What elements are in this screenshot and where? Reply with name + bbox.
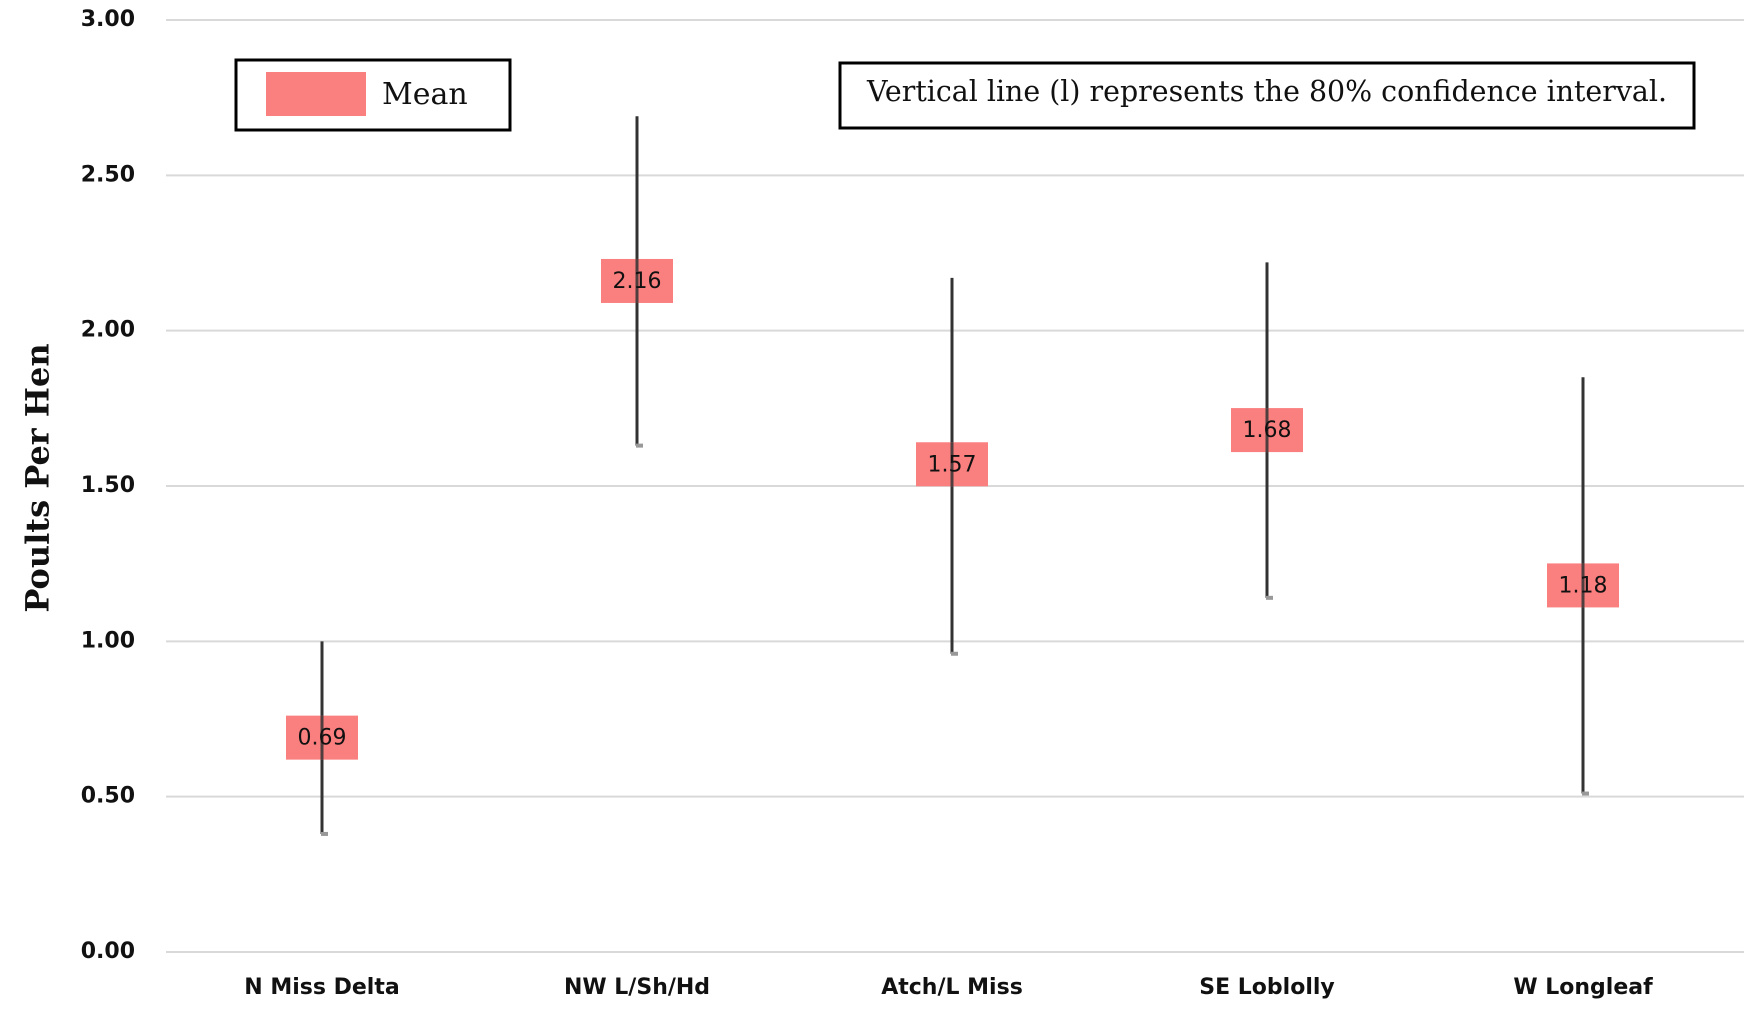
x-category-label: NW L/Sh/Hd xyxy=(564,975,710,1000)
gridlines xyxy=(166,19,1744,953)
data-label: 2.16 xyxy=(613,269,662,294)
annotation: Vertical line (l) represents the 80% con… xyxy=(838,61,1696,130)
annotation-text: Vertical line (l) represents the 80% con… xyxy=(866,74,1667,108)
annotation-box xyxy=(838,61,1696,130)
data-label: 1.18 xyxy=(1559,573,1608,598)
ci-low-cap xyxy=(1582,791,1589,796)
x-category-label: N Miss Delta xyxy=(244,975,399,1000)
ci-low-cap xyxy=(636,443,643,448)
y-axis-ticks: 0.00 0.50 1.00 1.50 2.00 2.50 3.00 xyxy=(81,7,135,964)
ci-low-cap xyxy=(321,831,328,836)
y-tick-label: 2.00 xyxy=(81,318,135,343)
y-axis-label: Poults Per Hen xyxy=(19,343,57,612)
ci-low-cap xyxy=(951,651,958,656)
x-category-label: Atch/L Miss xyxy=(881,975,1023,1000)
data-label: 1.68 xyxy=(1243,418,1292,443)
mean-markers: 0.69 2.16 1.57 1.68 1.18 xyxy=(286,258,1619,760)
y-tick-label: 2.50 xyxy=(81,162,135,187)
y-tick-label: 0.00 xyxy=(81,939,135,964)
legend-swatch-mean xyxy=(266,72,366,116)
x-axis-categories: N Miss Delta NW L/Sh/Hd Atch/L Miss SE Lobl… xyxy=(244,975,1653,1000)
x-category-label: W Longleaf xyxy=(1513,975,1653,1000)
data-label: 0.69 xyxy=(298,726,347,751)
y-tick-label: 1.00 xyxy=(81,628,135,653)
y-tick-label: 0.50 xyxy=(81,784,135,809)
legend: Mean xyxy=(234,58,512,132)
y-tick-label: 1.50 xyxy=(81,473,135,498)
x-category-label: SE Loblolly xyxy=(1199,975,1335,1000)
ci-low-cap xyxy=(1266,595,1273,600)
data-label: 1.57 xyxy=(928,452,977,477)
y-tick-label: 3.00 xyxy=(81,7,135,32)
legend-entry-mean: Mean xyxy=(382,77,468,112)
